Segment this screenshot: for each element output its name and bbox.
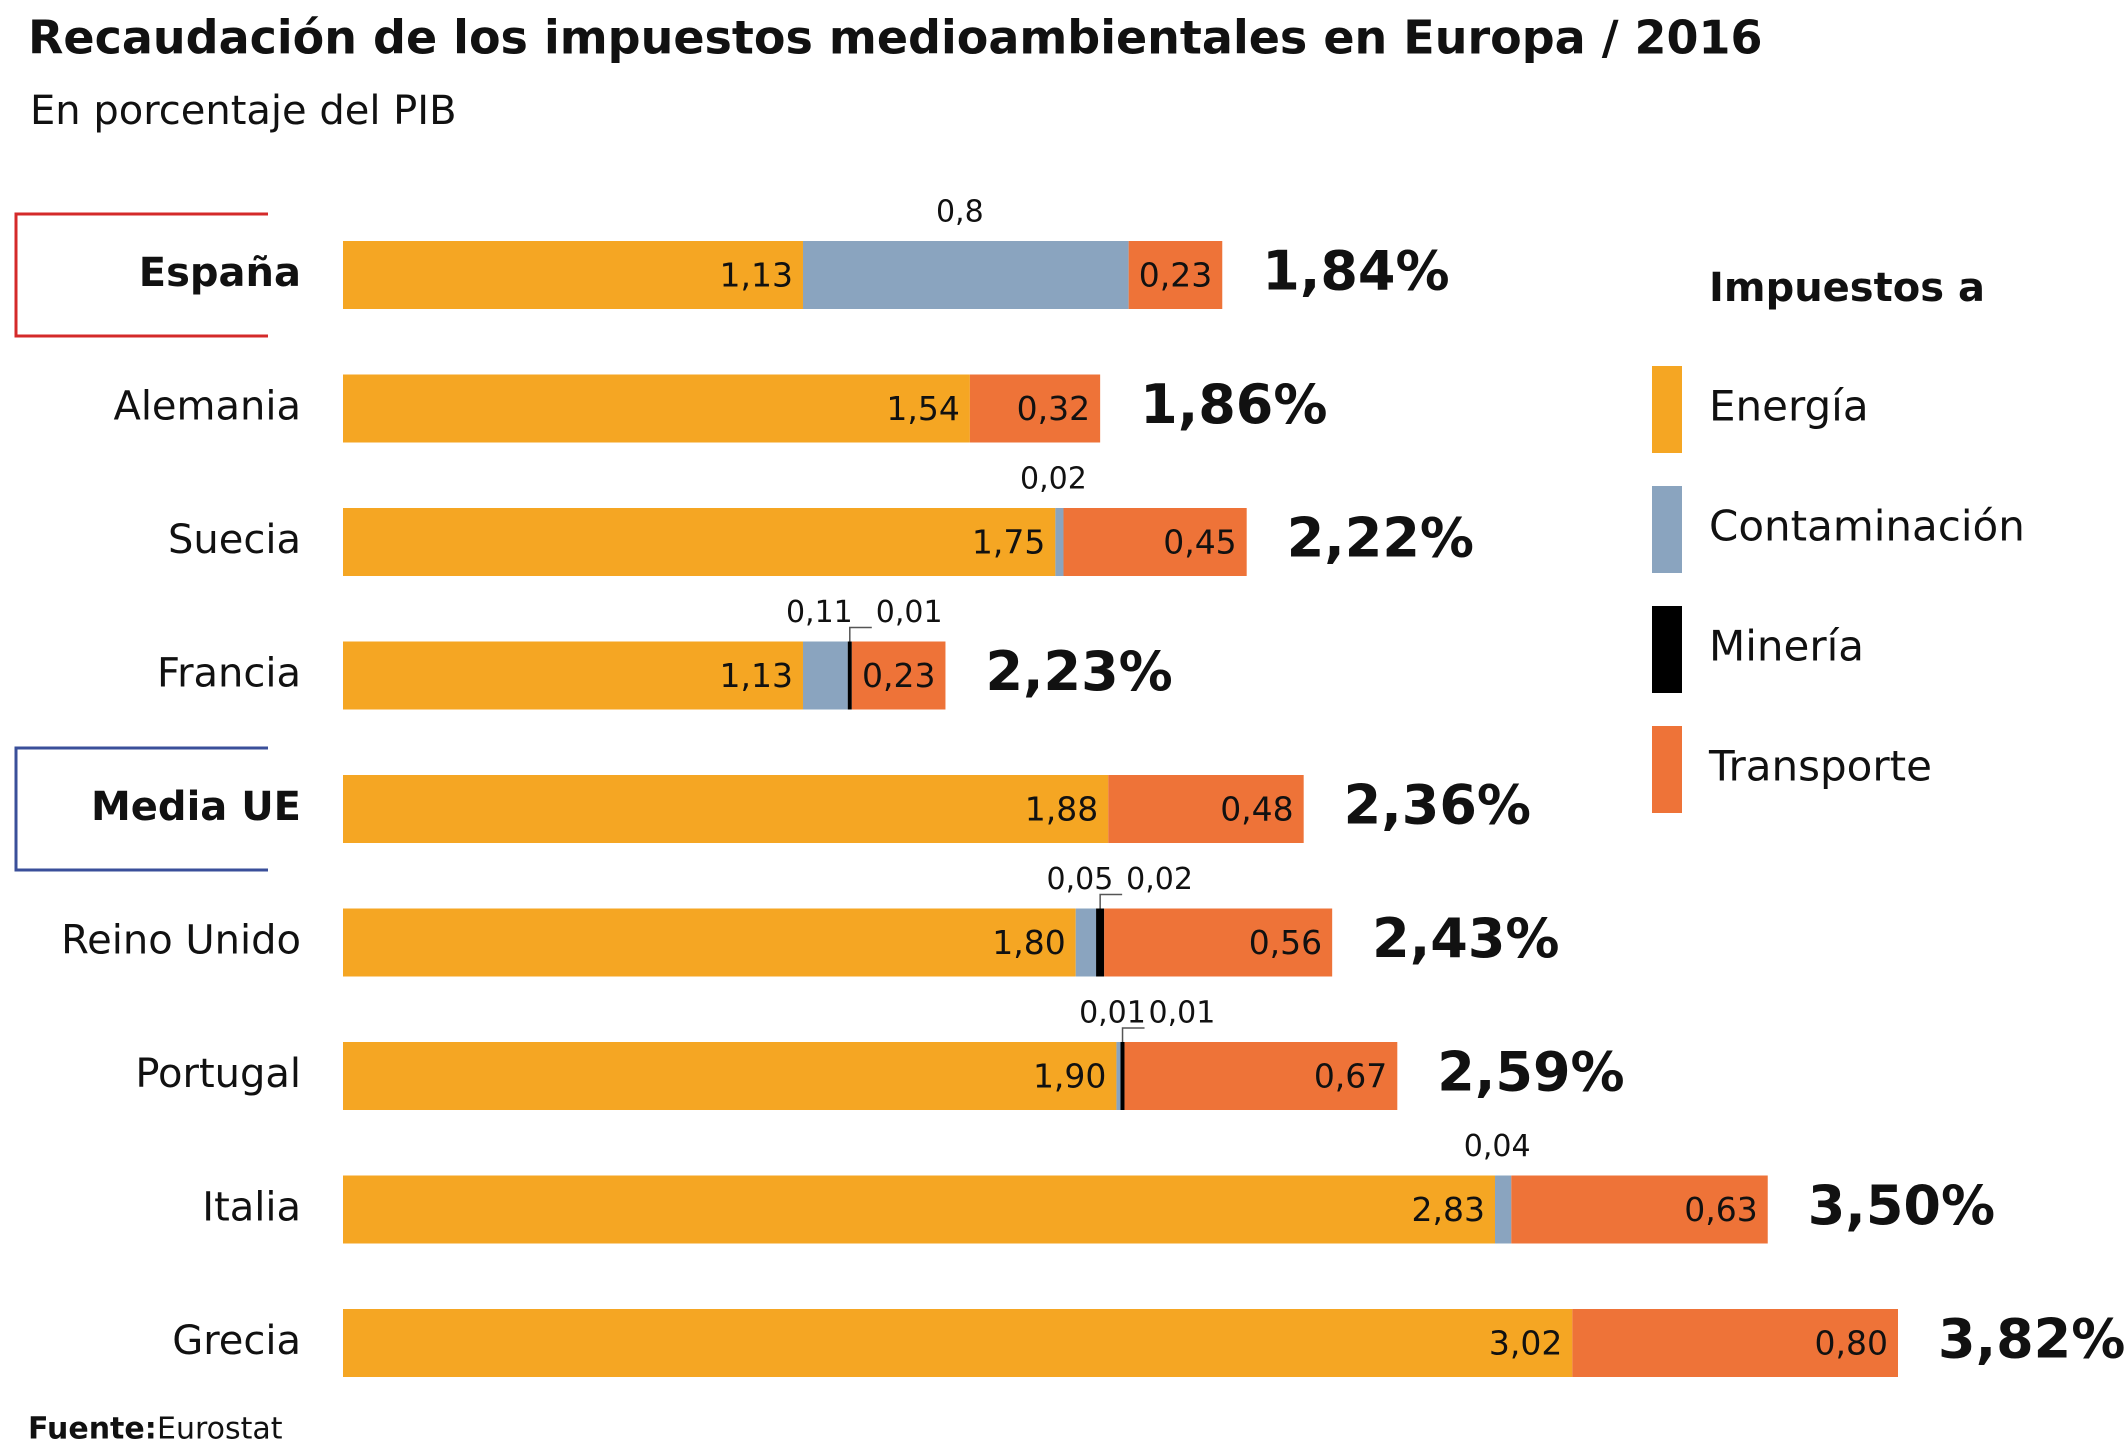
total-label: 2,23% [985,640,1172,703]
bar-segment [1063,508,1247,576]
total-label: 3,50% [1808,1174,1995,1237]
value-label: 0,11 [786,595,853,630]
total-label: 1,84% [1262,240,1449,303]
bar-segment [851,641,946,710]
bar-segment [1055,508,1064,576]
category-label: Suecia [168,517,301,563]
value-label: 0,02 [1020,462,1087,497]
value-label: 0,23 [1139,256,1212,295]
bar-segment [1511,1175,1768,1244]
bar-segment [343,241,803,309]
value-label: 0,23 [862,656,935,695]
category-label: España [139,250,301,296]
total-label: 3,82% [1938,1308,2125,1371]
bar-segment [343,908,1076,977]
total-label: 2,36% [1344,774,1531,837]
bar-segment [1075,908,1097,977]
value-label: 0,80 [1815,1324,1888,1363]
bar-segment [847,641,852,710]
category-label: Alemania [113,384,301,430]
bar-segment [1572,1309,1898,1377]
value-label: 0,01 [1079,996,1146,1031]
bar-segment [1495,1175,1512,1244]
leader-line [1121,1027,1145,1042]
legend-swatch [1652,726,1682,813]
bar-segment [1104,908,1333,977]
category-label: Grecia [172,1318,301,1364]
leader-line [1099,893,1123,909]
legend-label: Transporte [1708,742,1932,791]
category-label: Italia [202,1185,301,1231]
bar-segment [1096,908,1105,977]
category-label: Portugal [135,1051,301,1097]
value-label: 0,45 [1163,523,1236,562]
value-label: 0,63 [1684,1190,1757,1229]
chart-subtitle: En porcentaje del PIB [30,88,457,134]
value-label: 1,75 [972,523,1045,562]
value-label: 1,80 [992,923,1065,962]
source: Eurostat [157,1412,283,1447]
bar-segment [1128,241,1223,309]
value-label: 1,13 [720,256,793,295]
legend-swatch [1652,486,1682,573]
value-label: 0,01 [1149,996,1216,1031]
category-label: Media UE [91,784,301,830]
highlight-box [14,212,268,338]
value-label: 1,88 [1025,790,1098,829]
value-label: 0,32 [1017,389,1090,428]
value-label: 0,67 [1314,1057,1387,1096]
total-label: 2,43% [1372,907,1559,970]
bar-segment [343,1175,1496,1244]
legend-label: Minería [1709,622,1864,671]
bar-segment [343,508,1056,576]
legend-label: Contaminación [1709,502,2025,551]
legend-label: Energía [1709,382,1869,431]
bar-segment [343,1309,1573,1377]
bar-segment [343,775,1109,843]
value-label: 0,01 [876,595,943,630]
bar-segment [343,641,803,710]
bar-segment [343,1042,1117,1110]
category-label: Reino Unido [61,918,301,964]
bar-segment [1116,1042,1121,1110]
value-label: 0,48 [1220,790,1293,829]
value-label: 0,05 [1047,862,1114,897]
bar-segment [802,241,1129,309]
value-label: 1,90 [1033,1057,1106,1096]
value-label: 3,02 [1489,1324,1562,1363]
source-label: Fuente: [28,1412,157,1447]
value-label: 0,04 [1464,1129,1531,1164]
bar-segment [969,374,1101,443]
leader-line [849,626,872,642]
bar-segment [1108,775,1304,843]
bar-segment [343,374,970,443]
category-label: Francia [157,651,301,697]
value-label: 2,83 [1412,1190,1485,1229]
legend-swatch [1652,606,1682,693]
legend-swatch [1652,366,1682,453]
bar-segment [1120,1042,1125,1110]
chart-title: Recaudación de los impuestos medioambien… [28,11,1763,65]
bar-segment [1124,1042,1398,1110]
total-label: 2,22% [1287,507,1474,570]
value-label: 0,8 [936,195,984,230]
value-label: 1,13 [720,656,793,695]
value-label: 1,54 [886,389,959,428]
total-label: 1,86% [1140,373,1327,436]
highlight-box [14,746,268,872]
value-label: 0,02 [1126,862,1193,897]
bar-segment [802,641,848,710]
legend-title: Impuestos a [1709,265,1985,311]
total-label: 2,59% [1437,1041,1624,1104]
value-label: 0,56 [1249,923,1322,962]
